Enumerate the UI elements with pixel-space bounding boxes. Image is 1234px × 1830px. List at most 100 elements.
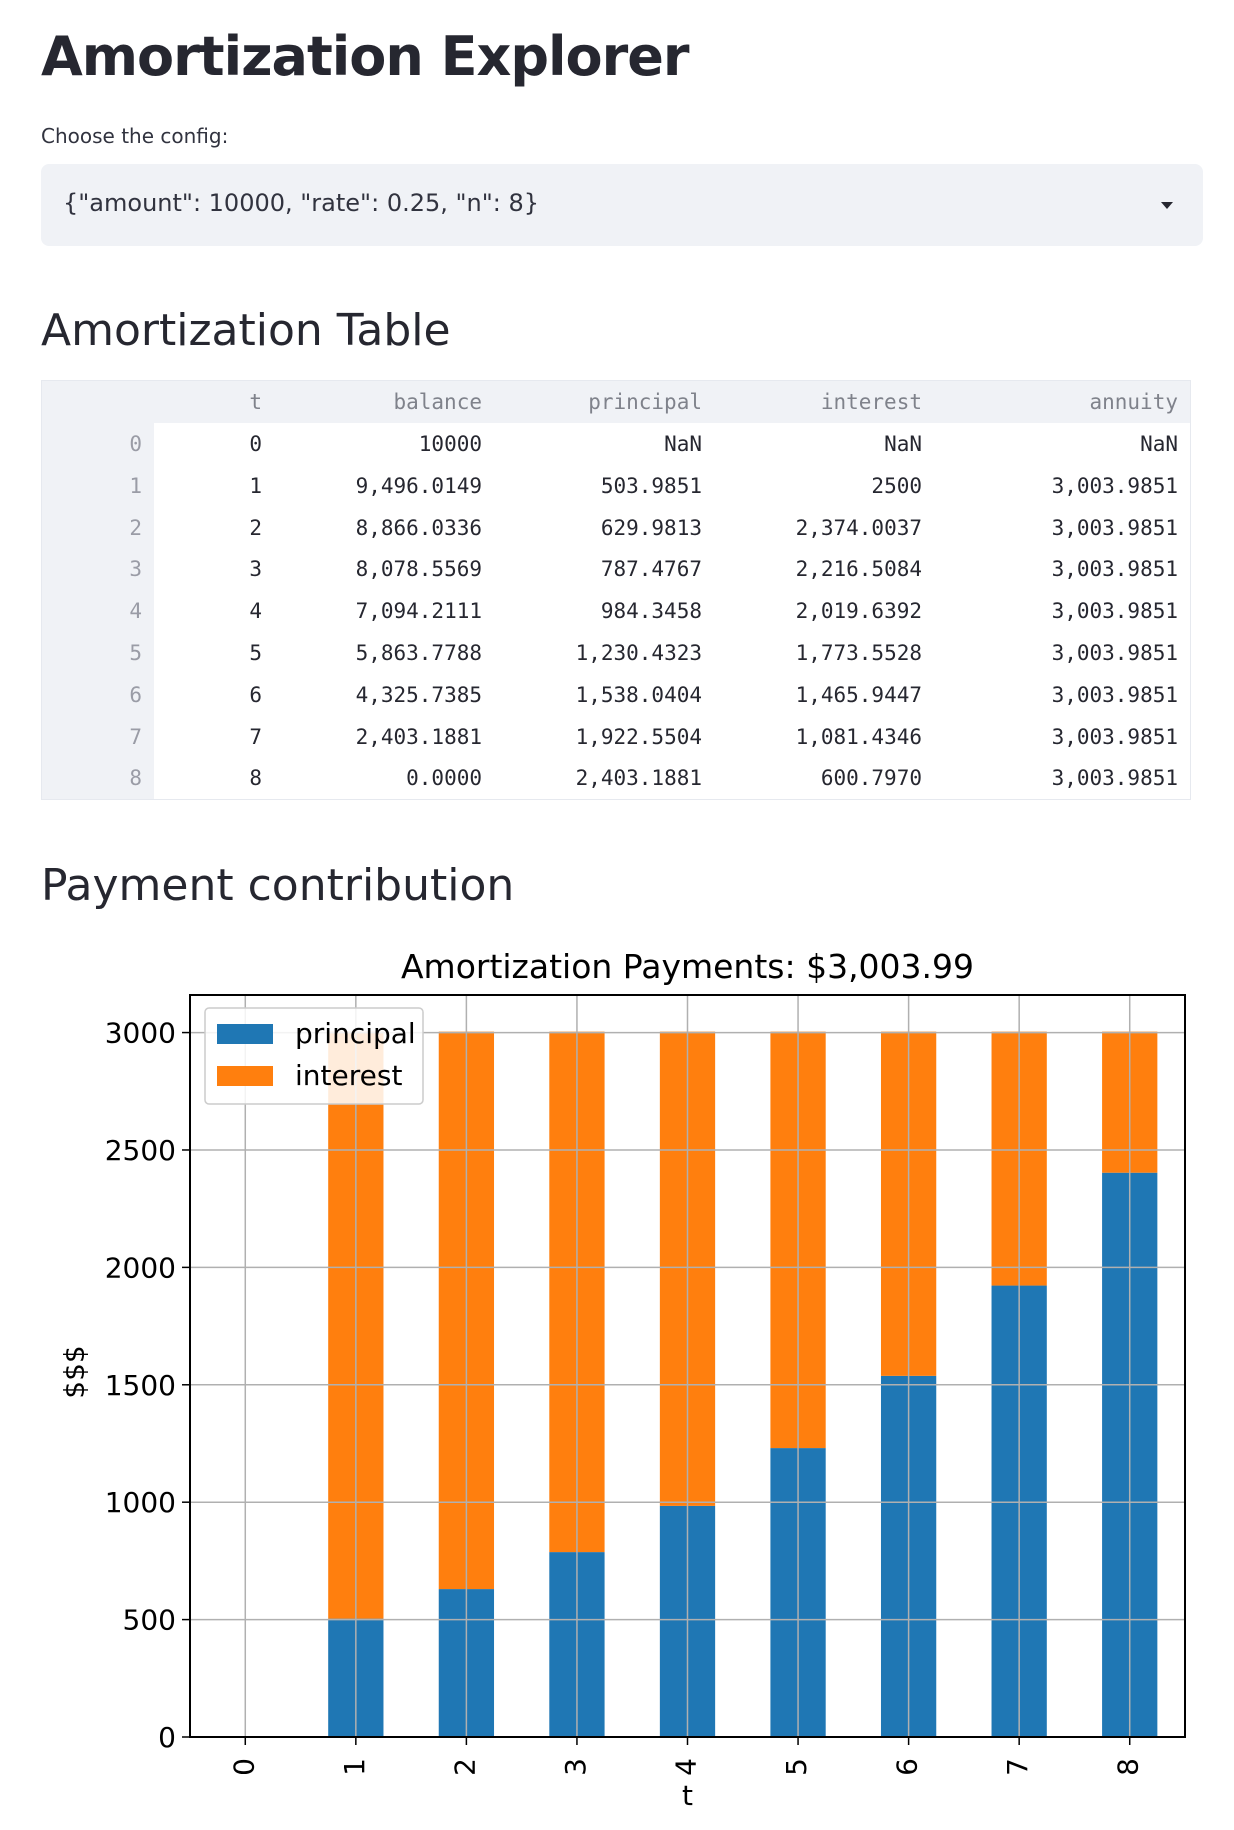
table-cell-interest: NaN [884, 432, 922, 456]
table-cell-t: 3 [249, 557, 262, 582]
table-row[interactable]: 6 6 4,325.7385 1,538.0404 1,465.9447 3,003.98… [42, 674, 1190, 716]
x-tick-label: 3 [559, 1758, 592, 1776]
column-header-annuity[interactable]: annuity [1089, 390, 1178, 414]
table-cell-annuity: 3,003.9851 [1051, 515, 1178, 540]
table-row[interactable]: 1 1 9,496.0149 503.9851 2500 3,003.9851 [42, 465, 1190, 507]
bar-interest-2 [438, 1031, 495, 1590]
table-cell-principal: 1,230.4323 [575, 641, 702, 665]
column-header-interest[interactable]: interest [820, 390, 922, 414]
table-cell-balance: 8,866.0336 [355, 515, 482, 540]
table-cell-t: 8 [249, 766, 262, 791]
x-tick-label: 1 [338, 1758, 371, 1776]
bar-principal-6 [880, 1375, 937, 1737]
table-cell-annuity: 3,003.9851 [1051, 599, 1178, 624]
legend-label-interest: interest [295, 1059, 402, 1092]
table-cell-balance: 4,325.7385 [355, 682, 482, 707]
bar-interest-1 [328, 1031, 384, 1619]
row-index-cell: 3 [129, 557, 142, 582]
table-cell-principal: 984.3458 [600, 599, 702, 624]
column-header-principal[interactable]: principal [588, 390, 702, 414]
plot-area [190, 995, 1185, 1737]
bar-interest-7 [991, 1031, 1047, 1286]
legend-label-principal: principal [295, 1017, 416, 1050]
table-row[interactable]: 7 7 2,403.1881 1,922.5504 1,081.4346 3,003.98… [42, 716, 1190, 758]
y-tick-label: 500 [123, 1604, 176, 1637]
bar-principal-3 [549, 1552, 605, 1737]
index-column [42, 423, 154, 799]
table-cell-balance: 0.0000 [406, 766, 482, 791]
y-tick-label: 2500 [105, 1134, 176, 1167]
table-cell-annuity: 3,003.9851 [1051, 766, 1178, 791]
table-cell-annuity: 3,003.9851 [1051, 641, 1178, 665]
y-tick-label: 0 [158, 1721, 176, 1754]
x-tick-label: 4 [670, 1758, 703, 1776]
table-cell-interest: 600.7970 [820, 766, 922, 791]
config-select[interactable]: {"amount": 10000, "rate": 0.25, "n": 8} [41, 164, 1203, 246]
bar-interest-5 [770, 1031, 826, 1449]
table-cell-interest: 2,216.5084 [795, 557, 922, 582]
table-cell-t: 7 [249, 724, 262, 749]
y-tick-label: 2000 [105, 1251, 176, 1284]
table-cell-principal: 503.9851 [600, 473, 702, 498]
table-row[interactable]: 8 8 0.0000 2,403.1881 600.7970 3,003.9851 [42, 757, 1190, 799]
table-cell-interest: 1,465.9447 [795, 682, 922, 707]
chart-title: Amortization Payments: $3,003.99 [401, 947, 974, 986]
row-index-cell: 2 [129, 515, 142, 540]
table-row[interactable]: 0 0 10000 NaN NaN NaN [42, 423, 1190, 465]
table-cell-principal: 787.4767 [600, 557, 702, 582]
row-index-cell: 5 [129, 641, 142, 665]
config-select-label: Choose the config: [41, 124, 229, 148]
table-cell-t: 1 [249, 473, 262, 498]
table-row[interactable]: 5 5 5,863.7788 1,230.4323 1,773.5528 3,003.98… [42, 632, 1190, 674]
plot-frame [189, 994, 1186, 1738]
y-axis-label: $$$ [58, 1345, 91, 1398]
table-cell-annuity: NaN [1140, 432, 1178, 456]
legend-box [204, 1007, 424, 1105]
y-tick-label: 1500 [105, 1369, 176, 1402]
x-tick-label: 8 [1112, 1758, 1145, 1776]
bar-principal-1 [328, 1618, 384, 1737]
table-cell-interest: 1,081.4346 [795, 724, 922, 749]
amortization-table-heading: Amortization Table [41, 305, 451, 356]
row-index-cell: 8 [129, 766, 142, 791]
table-cell-balance: 10000 [418, 432, 482, 456]
x-tick-label: 0 [227, 1758, 260, 1776]
y-tick-label: 1000 [105, 1486, 176, 1519]
bar-interest-8 [1102, 1031, 1158, 1173]
table-cell-interest: 2500 [871, 473, 922, 498]
table-cell-interest: 1,773.5528 [795, 641, 922, 665]
page-title: Amortization Explorer [41, 25, 690, 88]
table-cell-t: 5 [249, 641, 262, 665]
table-cell-t: 2 [249, 515, 262, 540]
x-tick-label: 2 [448, 1758, 481, 1776]
bar-principal-8 [1102, 1172, 1158, 1737]
chevron-down-icon[interactable] [1161, 202, 1173, 209]
table-cell-t: 6 [249, 682, 262, 707]
payment-contribution-heading: Payment contribution [41, 860, 515, 911]
table-cell-principal: 2,403.1881 [575, 766, 702, 791]
table-cell-t: 4 [249, 599, 262, 624]
bar-principal-4 [659, 1505, 716, 1737]
table-cell-t: 0 [249, 432, 262, 456]
table-row[interactable]: 2 2 8,866.0336 629.9813 2,374.0037 3,003.9851 [42, 507, 1190, 549]
table-row[interactable]: 4 4 7,094.2111 984.3458 2,019.6392 3,003.9851 [42, 590, 1190, 632]
x-tick-label: 7 [1001, 1758, 1034, 1776]
x-tick-label: 6 [891, 1758, 924, 1776]
table-cell-balance: 5,863.7788 [355, 641, 482, 665]
table-cell-annuity: 3,003.9851 [1051, 724, 1178, 749]
table-row[interactable]: 3 3 8,078.5569 787.4767 2,216.5084 3,003.9851 [42, 548, 1190, 590]
row-index-cell: 7 [129, 724, 142, 749]
column-header-t[interactable]: t [249, 390, 262, 414]
table-cell-principal: 1,922.5504 [575, 724, 702, 749]
table-cell-balance: 7,094.2111 [355, 599, 482, 624]
column-header-balance[interactable]: balance [393, 390, 482, 414]
table-cell-interest: 2,019.6392 [795, 599, 922, 624]
bar-interest-6 [880, 1031, 937, 1376]
row-index-cell: 0 [129, 432, 142, 456]
table-cell-balance: 2,403.1881 [355, 724, 482, 749]
bar-principal-5 [770, 1448, 826, 1737]
bar-principal-2 [438, 1589, 495, 1737]
amortization-table[interactable]: t balance principal interest annuity 0 0 1… [41, 380, 1191, 800]
table-cell-annuity: 3,003.9851 [1051, 557, 1178, 582]
row-index-cell: 4 [129, 599, 142, 624]
